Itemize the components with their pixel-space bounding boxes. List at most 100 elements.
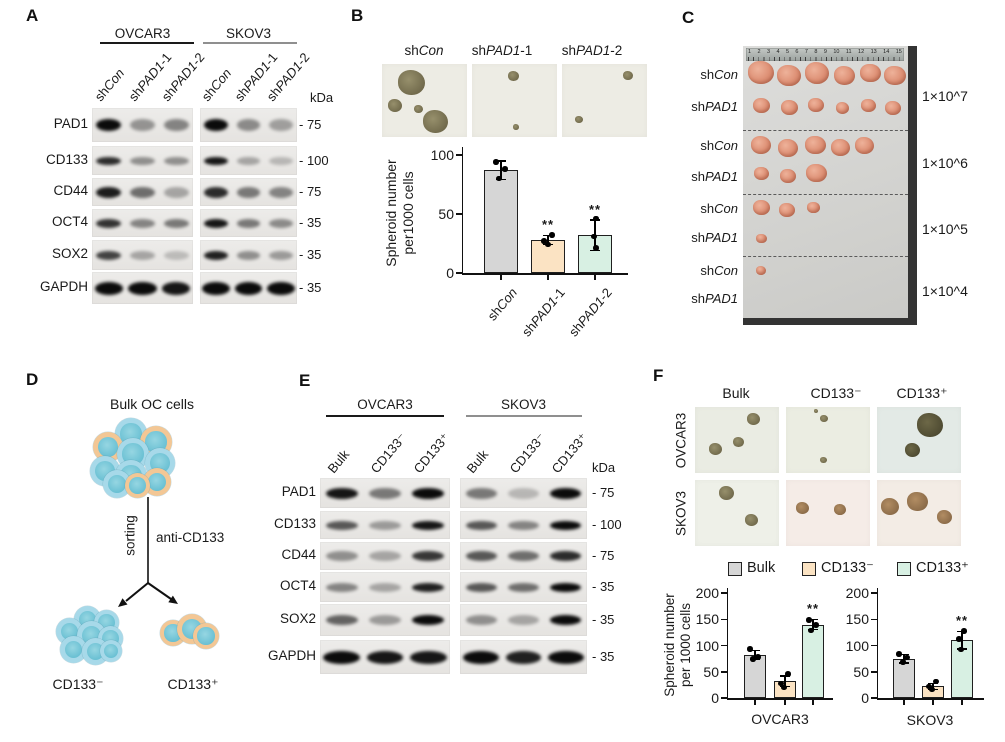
group-separator xyxy=(743,130,908,131)
spheroid xyxy=(733,437,744,448)
spheroid-image-label: shPAD1-2 xyxy=(544,43,640,58)
label-segment: PAD1 xyxy=(705,99,738,114)
ruler-number: 9 xyxy=(823,49,827,55)
blot-band xyxy=(550,520,582,530)
blot-band xyxy=(161,281,191,295)
cell-nucleus xyxy=(103,643,119,659)
label-segment: PAD1 xyxy=(575,43,611,58)
blot-strip xyxy=(460,478,587,508)
blot-band xyxy=(366,650,404,664)
y-tick xyxy=(456,154,462,156)
tumor xyxy=(752,97,770,113)
spheroid xyxy=(820,415,828,423)
cell-nucleus xyxy=(64,640,83,659)
data-point xyxy=(958,646,964,653)
blot-band xyxy=(507,615,540,625)
blot-strip xyxy=(200,108,297,142)
y-tick xyxy=(721,697,727,699)
blot-band xyxy=(412,520,445,530)
spheroid xyxy=(398,70,425,95)
protein-label: GAPDH xyxy=(267,648,316,663)
tumor xyxy=(755,233,767,244)
y-tick xyxy=(871,592,877,594)
blot-band xyxy=(130,186,155,198)
spheroid-image xyxy=(877,407,961,473)
blot-band xyxy=(268,156,293,165)
error-bar-cap xyxy=(543,234,553,236)
x-tick xyxy=(594,273,596,280)
chart-title-ovcar3: OVCAR3 xyxy=(751,711,809,727)
x-tick xyxy=(932,698,934,705)
spheroid-image xyxy=(695,407,779,473)
sorting-arrows xyxy=(118,497,178,607)
y-tick xyxy=(721,618,727,620)
spheroid xyxy=(796,502,809,514)
panel-e-label: E xyxy=(299,371,311,390)
label-segment: sh xyxy=(700,263,715,278)
ruler: 1 2 3 4 5 6 7 8 9 10 11 12 13 14 15 xyxy=(746,48,904,61)
blot-strip xyxy=(320,511,450,539)
y-axis xyxy=(726,588,728,698)
spheroid xyxy=(414,105,423,114)
blot-band xyxy=(130,250,155,260)
y-tick-label: 150 xyxy=(845,611,869,628)
legend-label: CD133⁻ xyxy=(821,560,874,576)
group-label-shpad1: shPAD1 xyxy=(676,169,738,184)
data-point xyxy=(750,656,756,662)
ruler-number: 14 xyxy=(883,49,890,55)
blot-strip xyxy=(92,108,193,142)
blot-band xyxy=(325,487,358,499)
mw-marker: - 100 xyxy=(592,517,622,532)
protein-label: OCT4 xyxy=(51,214,88,229)
mw-marker: - 35 xyxy=(299,280,322,295)
dose-label: 1×10^7 xyxy=(922,88,968,104)
blot-strip xyxy=(460,542,587,570)
spheroid-image xyxy=(562,64,647,137)
blot-band xyxy=(268,218,293,228)
error-bar-cap xyxy=(899,653,909,656)
blot-band xyxy=(130,156,155,165)
group-separator xyxy=(743,194,908,195)
spheroid-image xyxy=(786,407,870,473)
left-branch-line xyxy=(125,582,149,602)
spheroid xyxy=(834,504,846,516)
blot-strip xyxy=(460,640,587,674)
tumor xyxy=(780,100,798,116)
blot-band xyxy=(163,119,189,131)
blot-strip xyxy=(320,542,450,570)
blot-band xyxy=(204,156,229,165)
blot-band xyxy=(547,650,584,664)
blot-band xyxy=(163,250,189,260)
cell-nucleus xyxy=(145,431,167,453)
cell xyxy=(100,640,122,662)
label-segment: PAD1 xyxy=(485,43,521,58)
error-bar-cap xyxy=(496,160,506,162)
data-point xyxy=(593,215,599,222)
dose-label: 1×10^4 xyxy=(922,283,968,299)
y-tick-label: 50 xyxy=(438,206,454,222)
ruler-number: 11 xyxy=(845,49,852,55)
cell-nucleus xyxy=(60,622,79,641)
group-label-shpad1: shPAD1 xyxy=(676,291,738,306)
blot-band xyxy=(550,487,582,499)
error-bar-cap xyxy=(808,618,818,620)
row-label-ovcar3: OVCAR3 xyxy=(673,412,689,469)
data-point xyxy=(781,684,787,691)
mw-marker: - 75 xyxy=(592,485,615,500)
anti-cd133-label: anti-CD133 xyxy=(156,530,225,545)
cell-nucleus xyxy=(107,474,127,494)
blot-band xyxy=(368,582,402,592)
bulk-oc-cells-title: Bulk OC cells xyxy=(109,396,195,412)
blot-band xyxy=(234,281,263,295)
data-point xyxy=(929,686,935,693)
blot-band xyxy=(204,119,229,131)
blot-strip xyxy=(320,478,450,508)
label-segment: Con xyxy=(714,138,738,153)
tumor xyxy=(777,64,801,87)
blot-band xyxy=(163,156,189,165)
y-tick-label: 50 xyxy=(853,663,869,680)
spheroid xyxy=(623,71,633,81)
data-point xyxy=(785,671,791,677)
right-arrowhead-icon xyxy=(168,595,178,604)
